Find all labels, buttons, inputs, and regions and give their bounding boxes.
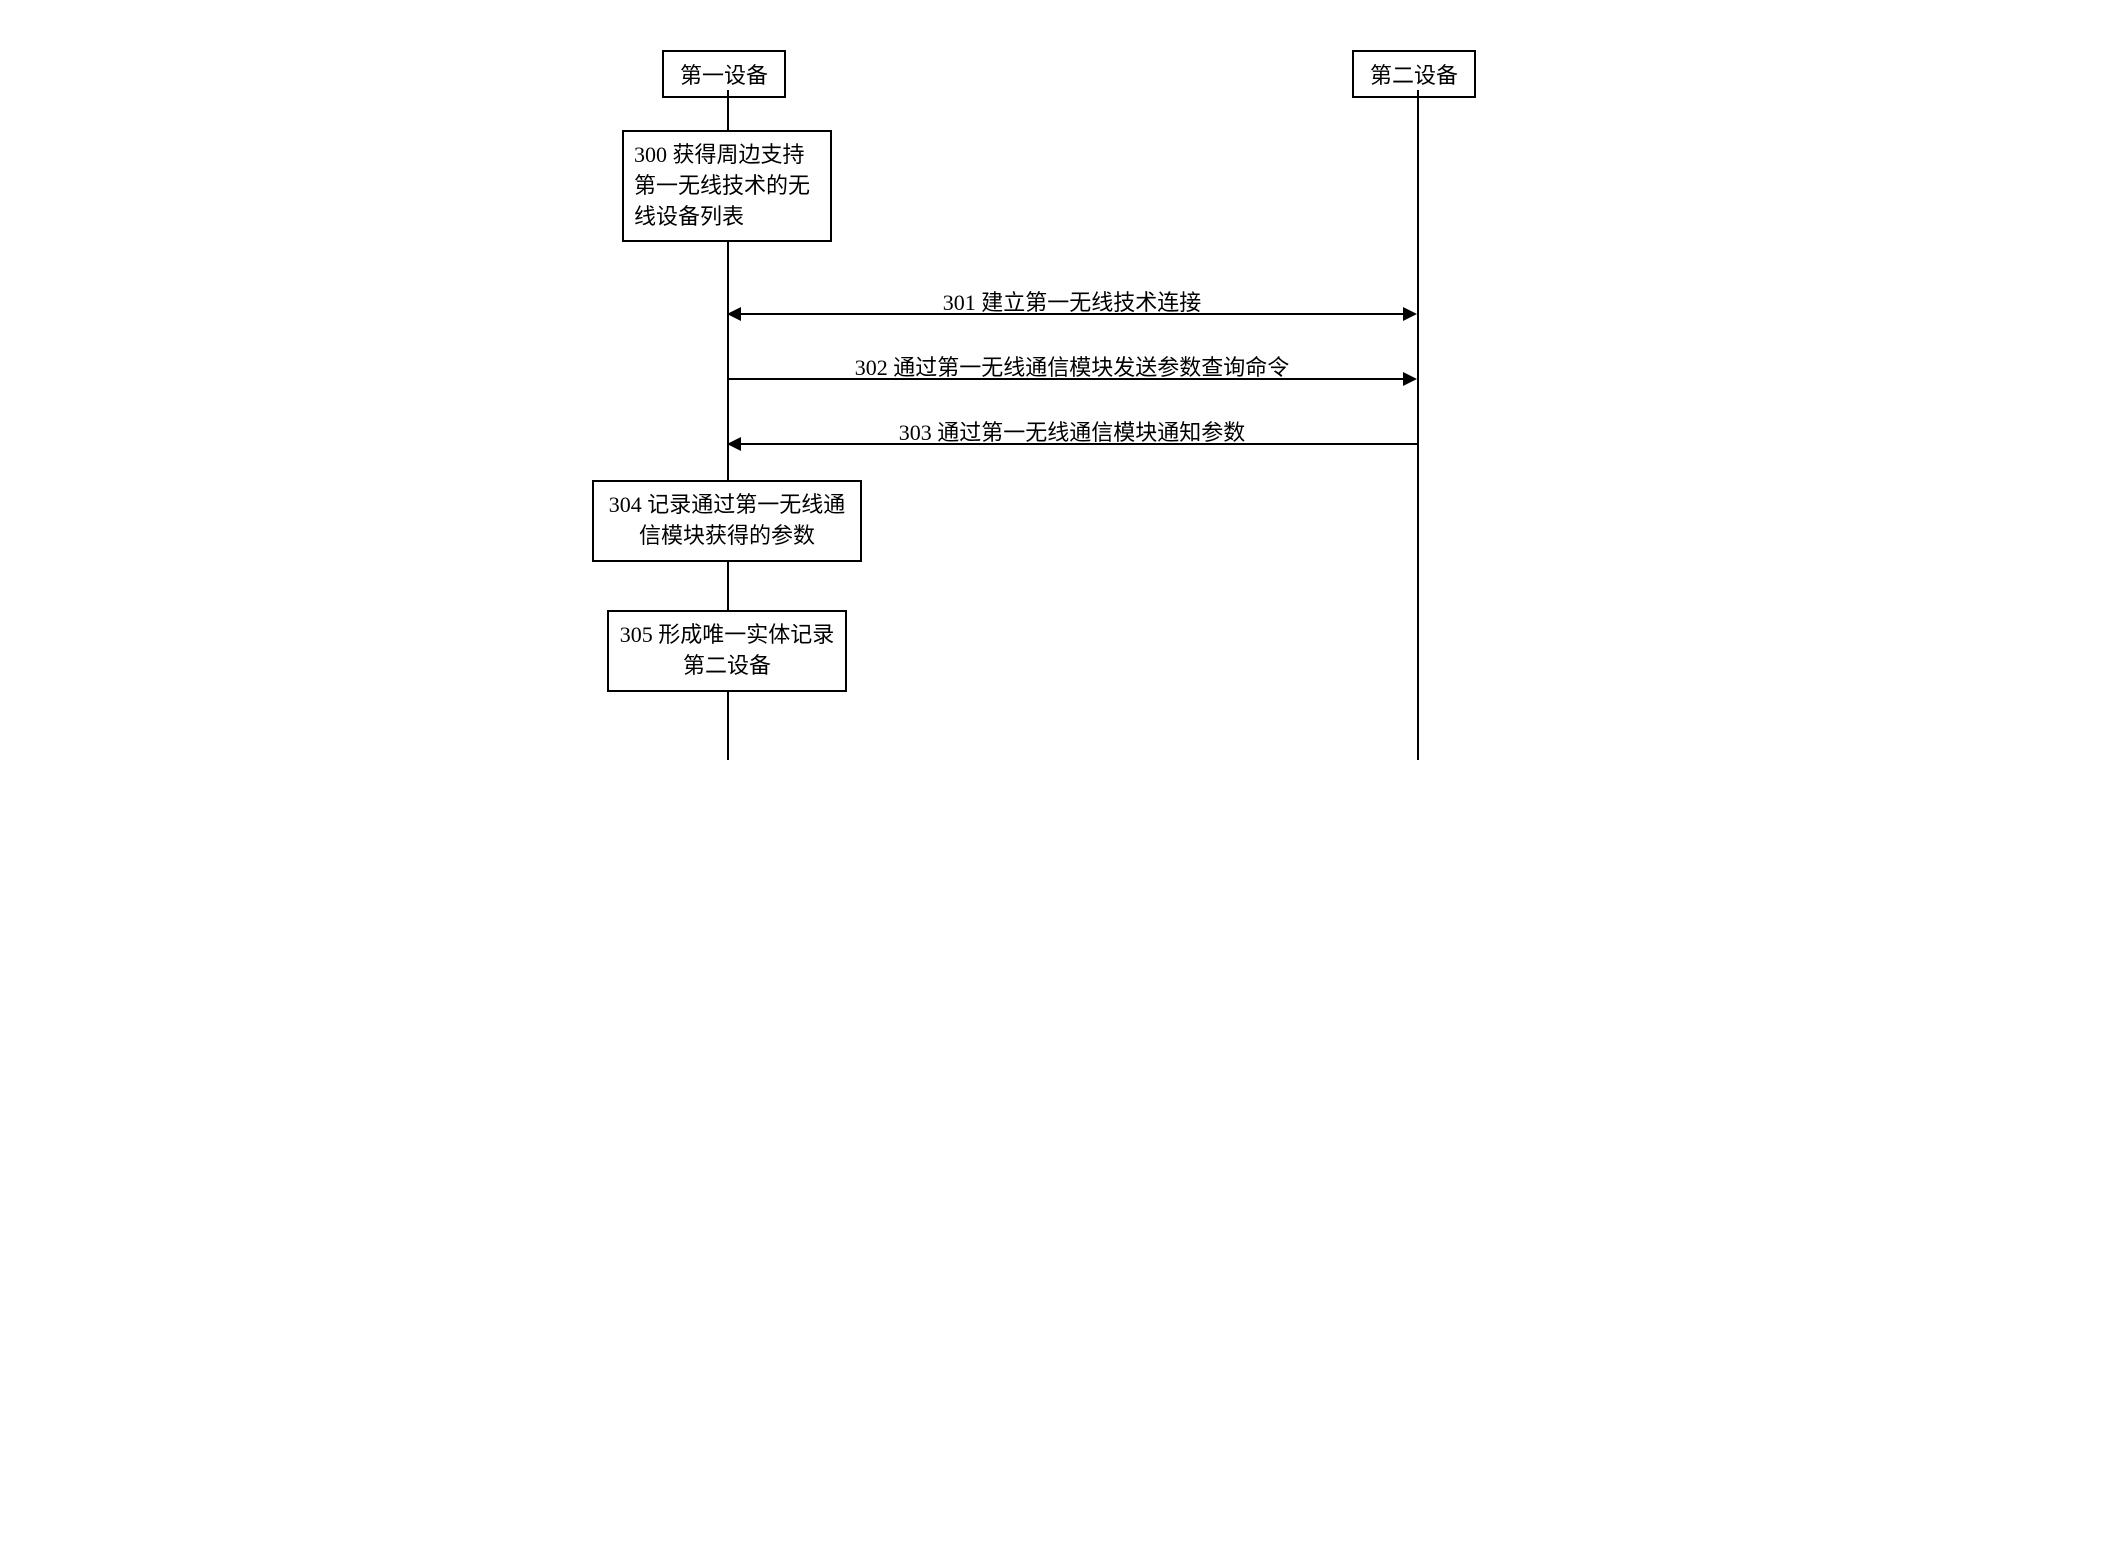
step-305-text: 305 形成唯一实体记录第二设备: [620, 622, 835, 678]
step-300-text: 300 获得周边支持第一无线技术的无线设备列表: [634, 142, 810, 229]
sequence-diagram: 第一设备 第二设备 300 获得周边支持第一无线技术的无线设备列表 301 建立…: [562, 40, 1562, 760]
step-304: 304 记录通过第一无线通信模块获得的参数: [592, 480, 862, 562]
participant-right: 第二设备: [1352, 50, 1476, 98]
message-302: 302 通过第一无线通信模块发送参数查询命令: [727, 350, 1417, 390]
message-301: 301 建立第一无线技术连接: [727, 285, 1417, 325]
arrow-line: [739, 313, 1405, 315]
arrow-line: [739, 443, 1417, 445]
participant-left: 第一设备: [662, 50, 786, 98]
arrow-line: [727, 378, 1405, 380]
step-300: 300 获得周边支持第一无线技术的无线设备列表: [622, 130, 832, 242]
step-304-text: 304 记录通过第一无线通信模块获得的参数: [609, 492, 846, 548]
lifeline-right: [1417, 90, 1419, 760]
participant-right-label: 第二设备: [1370, 63, 1458, 88]
message-303: 303 通过第一无线通信模块通知参数: [727, 415, 1417, 455]
participant-left-label: 第一设备: [680, 63, 768, 88]
arrowhead-left-icon: [727, 437, 741, 451]
arrowhead-right-icon: [1403, 307, 1417, 321]
arrowhead-right-icon: [1403, 372, 1417, 386]
step-305: 305 形成唯一实体记录第二设备: [607, 610, 847, 692]
arrowhead-left-icon: [727, 307, 741, 321]
